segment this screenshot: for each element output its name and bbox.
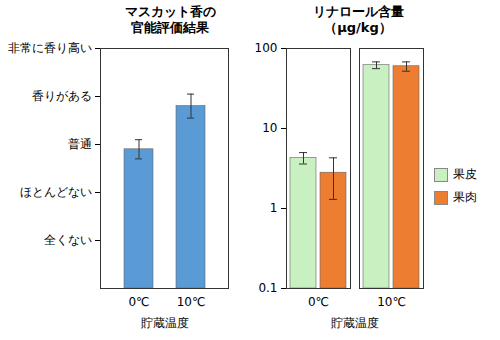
svg-text:ほとんどない: ほとんどない xyxy=(20,185,92,199)
html-text:果皮: 果皮 xyxy=(453,167,477,181)
html-text:リナロール含量 （μg/kg）: リナロール含量 （μg/kg） xyxy=(312,4,404,35)
svg-text:0℃: 0℃ xyxy=(308,295,329,309)
svg-text:0℃: 0℃ xyxy=(128,295,149,309)
svg-text:全くない: 全くない xyxy=(44,233,92,247)
svg-text:貯蔵温度: 貯蔵温度 xyxy=(331,316,379,330)
svg-text:非常に香り高い: 非常に香り高い xyxy=(8,41,92,55)
svg-text:0.1: 0.1 xyxy=(258,281,277,295)
svg-text:1: 1 xyxy=(270,201,278,215)
svg-text:100: 100 xyxy=(255,41,278,55)
html-text:果肉: 果肉 xyxy=(453,190,477,204)
svg-text:10℃: 10℃ xyxy=(177,295,206,309)
svg-text:普通: 普通 xyxy=(68,137,92,151)
svg-text:貯蔵温度: 貯蔵温度 xyxy=(141,316,189,330)
html-text:マスカット香の 官能評価結果: マスカット香の 官能評価結果 xyxy=(124,4,216,35)
svg-text:10℃: 10℃ xyxy=(377,295,406,309)
svg-text:10: 10 xyxy=(262,121,277,135)
svg-text:香りがある: 香りがある xyxy=(32,89,92,103)
